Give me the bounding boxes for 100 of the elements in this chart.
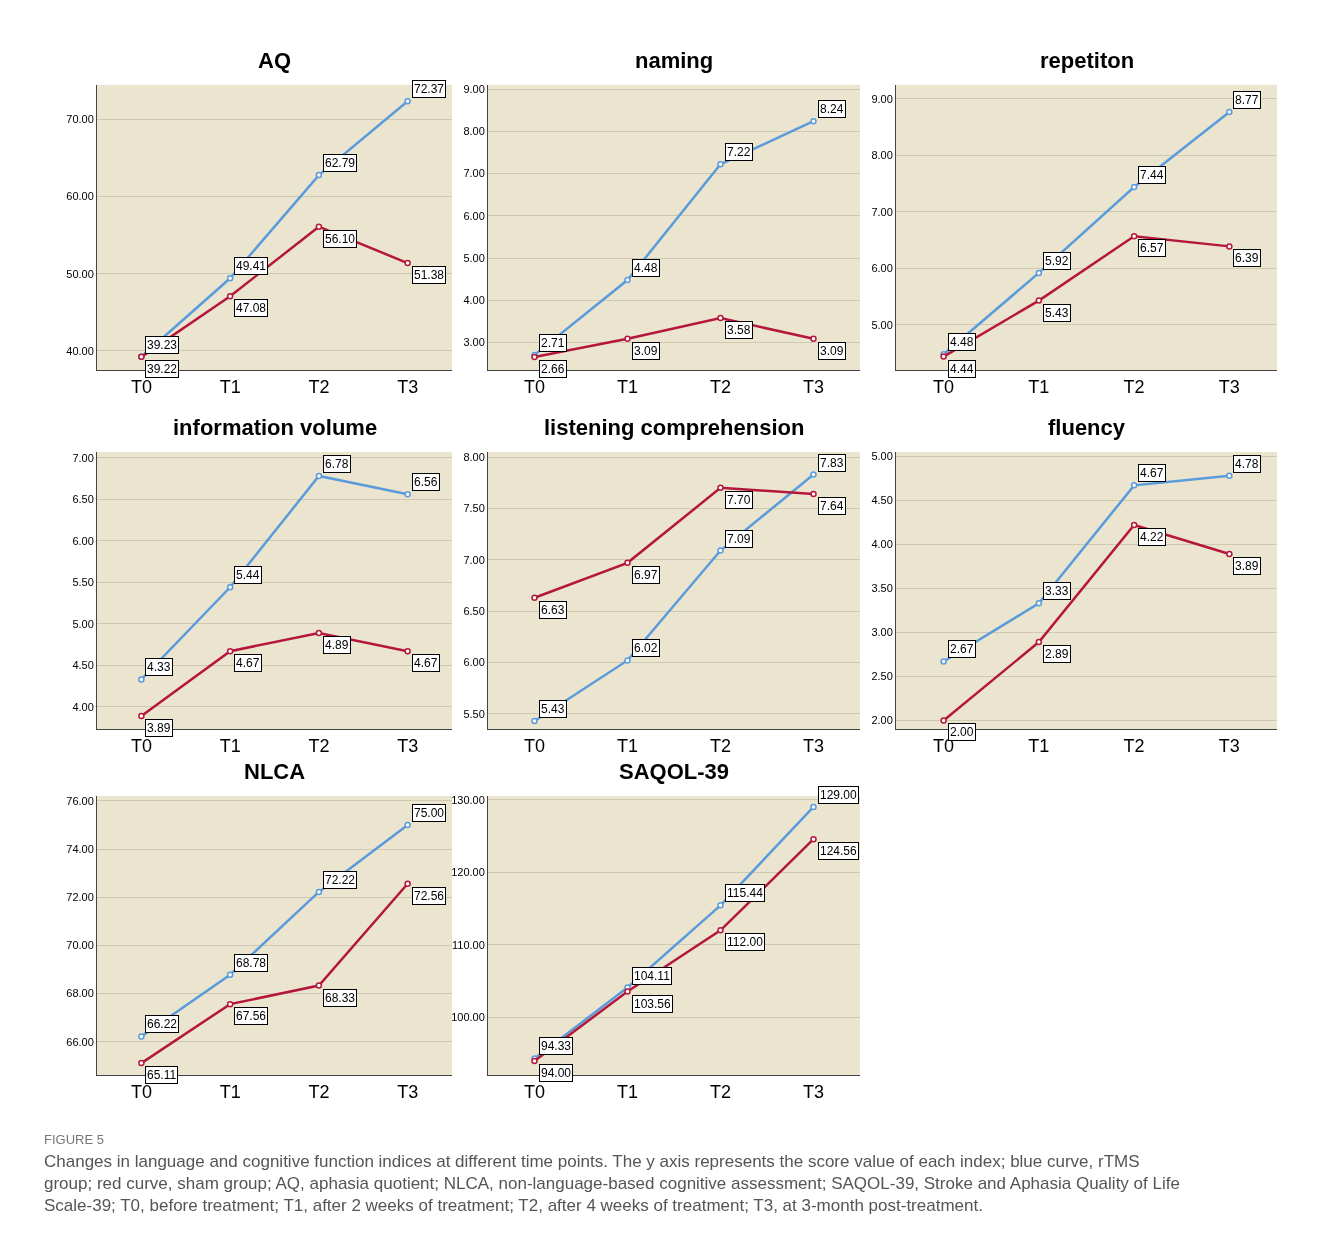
point xyxy=(1226,550,1233,558)
y-tick-label: 5.00 xyxy=(871,318,893,331)
y-tick-label: 6.00 xyxy=(463,656,485,669)
data-label: 6.78 xyxy=(325,457,349,471)
point xyxy=(404,821,411,829)
data-label: 75.00 xyxy=(414,806,445,820)
y-tick-label: 7.00 xyxy=(463,167,485,180)
data-label: 72.37 xyxy=(414,82,445,96)
point xyxy=(1130,482,1138,489)
y-tick-label: 4.50 xyxy=(871,494,893,507)
x-tick-label: T1 xyxy=(616,376,639,397)
point xyxy=(138,1059,145,1067)
text: Changes in language and cognitive function indices at different time points. The y axis represents the score value of each index; blue curve, rTMS group; red curve, sham group; AQ, aphasia quotient; NLCA, non-language-based cognitive assessment; SAQOL-39, Stroke and Aphasia Quality of Life Scale-39; T0, before treatment; T1, after 2 weeks of treatment; T2, after 4 weeks of treatment; T3, at 3-month post-treatment. xyxy=(44,1152,1180,1216)
point xyxy=(810,471,817,478)
chart-title: SAQOL-39 xyxy=(619,759,730,784)
data-label: 2.66 xyxy=(541,362,565,376)
point xyxy=(404,97,411,105)
data-label: 2.71 xyxy=(541,336,565,350)
point xyxy=(315,223,323,230)
data-label: 72.22 xyxy=(325,873,356,887)
y-tick-label: 40.00 xyxy=(66,344,94,357)
point xyxy=(226,275,234,282)
point xyxy=(315,888,323,896)
data-label: 3.33 xyxy=(1045,584,1069,598)
point xyxy=(810,335,817,343)
chart-title: naming xyxy=(635,48,714,73)
x-tick-label: T2 xyxy=(308,1082,330,1102)
y-tick-label: 70.00 xyxy=(66,939,94,952)
data-label: 5.43 xyxy=(1045,306,1069,320)
y-tick-label: 7.00 xyxy=(463,553,485,566)
x-tick-label: T1 xyxy=(1028,376,1050,397)
point xyxy=(1035,297,1043,304)
y-tick-label: 70.00 xyxy=(66,113,94,126)
data-label: 2.67 xyxy=(950,642,974,656)
y-tick-label: 5.00 xyxy=(871,450,893,463)
y-tick-label: 2.00 xyxy=(871,714,893,727)
data-label: 5.43 xyxy=(541,702,565,716)
data-label: 4.67 xyxy=(414,656,438,670)
data-label: 3.89 xyxy=(1235,559,1259,573)
data-label: 39.23 xyxy=(147,338,178,352)
point xyxy=(226,647,234,655)
x-tick-label: T1 xyxy=(219,376,241,397)
data-label: 6.56 xyxy=(414,475,438,489)
x-tick-label: T3 xyxy=(1218,376,1240,397)
y-tick-label: 6.00 xyxy=(871,262,893,275)
point xyxy=(1035,638,1043,646)
point xyxy=(717,927,724,934)
data-label: 103.56 xyxy=(634,997,672,1011)
y-tick-label: 8.00 xyxy=(463,125,485,138)
data-label: 7.64 xyxy=(820,499,844,513)
y-tick-label: 100.00 xyxy=(451,1011,485,1024)
point xyxy=(810,490,817,498)
y-tick-label: 5.00 xyxy=(463,251,485,264)
chart-title: information volume xyxy=(173,415,378,440)
point xyxy=(810,117,817,125)
data-label: 6.57 xyxy=(1140,241,1164,255)
x-tick-label: T1 xyxy=(616,735,639,756)
data-label: 68.78 xyxy=(236,956,267,970)
y-tick-label: 6.00 xyxy=(72,534,94,547)
x-tick-label: T3 xyxy=(802,735,825,756)
x-tick-label: T0 xyxy=(523,735,546,756)
x-tick-label: T2 xyxy=(709,1082,732,1102)
point xyxy=(940,717,947,724)
x-tick-label: T3 xyxy=(397,735,419,756)
y-tick-label: 66.00 xyxy=(66,1035,94,1048)
y-tick-label: 130.00 xyxy=(451,793,485,806)
point xyxy=(717,484,724,492)
data-label: 8.77 xyxy=(1235,93,1259,107)
data-label: 7.70 xyxy=(727,493,751,507)
point xyxy=(1130,521,1138,529)
y-tick-label: 5.50 xyxy=(463,707,485,720)
y-tick-label: 120.00 xyxy=(451,866,485,879)
y-tick-label: 3.00 xyxy=(871,626,893,639)
y-tick-label: 4.00 xyxy=(871,538,893,551)
data-label: 7.44 xyxy=(1140,168,1164,182)
y-tick-label: 4.00 xyxy=(72,700,94,713)
data-label: 3.09 xyxy=(634,344,658,358)
point xyxy=(810,835,817,843)
chart-title: fluency xyxy=(1048,415,1126,440)
point xyxy=(1035,269,1043,277)
x-tick-label: T3 xyxy=(397,376,419,397)
data-label: 4.44 xyxy=(950,362,974,376)
point xyxy=(1226,108,1233,116)
point xyxy=(138,676,145,683)
point xyxy=(404,880,411,887)
y-tick-label: 7.50 xyxy=(463,502,485,515)
point xyxy=(1130,183,1138,191)
x-tick-label: T0 xyxy=(933,376,955,397)
x-tick-label: T0 xyxy=(130,1082,152,1102)
data-label: 115.44 xyxy=(727,886,764,900)
x-tick-label: T1 xyxy=(219,1082,241,1102)
caption: FIGURE 5 xyxy=(44,1132,104,1147)
point xyxy=(404,259,411,267)
data-label: 2.89 xyxy=(1045,647,1069,661)
data-label: 4.48 xyxy=(634,261,658,275)
point xyxy=(315,171,323,179)
x-tick-label: T2 xyxy=(308,376,330,397)
data-label: 4.67 xyxy=(236,656,260,670)
data-label: 104.11 xyxy=(634,969,671,983)
y-tick-label: 5.00 xyxy=(72,617,94,630)
